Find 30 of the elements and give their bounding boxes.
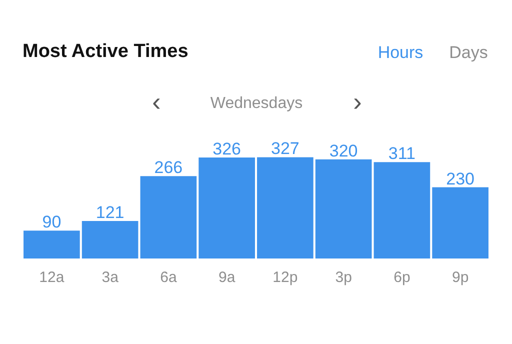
bar bbox=[315, 159, 372, 258]
x-tick-label: 6p bbox=[394, 269, 410, 286]
data-label: 266 bbox=[154, 158, 183, 178]
chart-title: Most Active Times bbox=[22, 41, 188, 62]
x-tick-label: 9p bbox=[452, 269, 469, 286]
data-label: 311 bbox=[388, 144, 416, 164]
x-tick-label: 9a bbox=[218, 269, 236, 286]
data-label: 320 bbox=[329, 141, 358, 160]
x-tick-label: 3p bbox=[335, 269, 352, 286]
chart-subtitle: Wednesdays bbox=[210, 95, 303, 112]
data-label: 327 bbox=[271, 139, 300, 158]
data-label: 326 bbox=[212, 140, 242, 159]
text: Hours bbox=[378, 43, 424, 62]
x-tick-label: 12p bbox=[272, 269, 298, 286]
data-label: 90 bbox=[42, 212, 62, 232]
text: Days bbox=[449, 43, 488, 62]
data-label: 121 bbox=[96, 203, 124, 222]
bar bbox=[257, 157, 314, 258]
x-tick-label: 3a bbox=[102, 269, 120, 286]
bar bbox=[24, 230, 80, 258]
bar bbox=[140, 176, 197, 258]
data-label: 230 bbox=[446, 169, 475, 188]
x-tick-label: 12a bbox=[39, 269, 65, 286]
x-tick-label: 6a bbox=[160, 269, 178, 286]
bar bbox=[198, 158, 255, 258]
bar bbox=[374, 162, 430, 258]
bar bbox=[82, 221, 138, 258]
text: › bbox=[353, 86, 362, 116]
text: ‹ bbox=[152, 86, 161, 116]
bar bbox=[432, 187, 488, 258]
